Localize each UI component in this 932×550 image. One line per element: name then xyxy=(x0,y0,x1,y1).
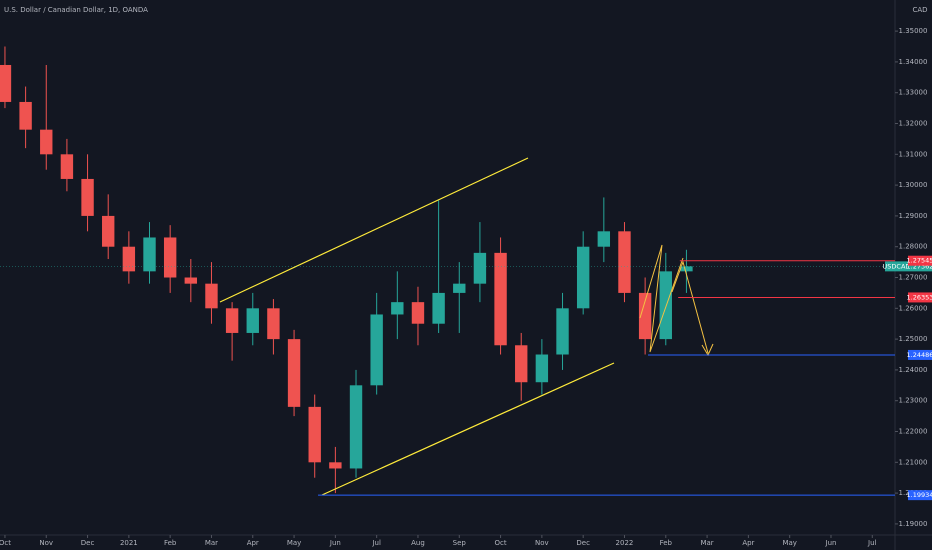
y-tick-label: 1.29000 xyxy=(899,212,928,220)
symbol-badge xyxy=(885,261,908,272)
candle-body xyxy=(453,283,466,293)
candle-body xyxy=(411,302,425,324)
level-label: 1.27545 xyxy=(907,257,932,265)
x-tick-label: Jun xyxy=(329,539,341,547)
x-tick-label: Mar xyxy=(205,539,218,547)
candle-body xyxy=(40,129,53,155)
y-tick-label: 1.33000 xyxy=(899,89,928,97)
x-tick-label: Jul xyxy=(867,539,877,547)
trend-line xyxy=(321,362,615,496)
y-tick-label: 1.32000 xyxy=(899,120,928,128)
x-tick-label: Dec xyxy=(576,539,590,547)
y-tick-label: 1.22000 xyxy=(899,428,928,436)
candle-body xyxy=(184,277,198,284)
y-tick-label: 1.23000 xyxy=(899,397,928,405)
y-tick-label: 1.34000 xyxy=(899,58,928,66)
plot-area xyxy=(0,46,693,494)
symbol-label: USDCAD xyxy=(883,262,911,270)
x-tick-label: Oct xyxy=(0,539,11,547)
y-tick-label: 1.21000 xyxy=(899,458,928,466)
chart-title: U.S. Dollar / Canadian Dollar, 1D, OANDA xyxy=(4,6,148,14)
x-tick-label: Feb xyxy=(164,539,177,547)
level-badge xyxy=(908,255,932,266)
x-tick-label: Jun xyxy=(825,539,837,547)
y-tick-label: 1.28000 xyxy=(899,243,928,251)
x-tick-label: Sep xyxy=(453,539,467,547)
candle-body xyxy=(163,237,177,278)
x-tick-label: May xyxy=(782,539,796,547)
x-tick-label: 2021 xyxy=(120,539,138,547)
x-tick-label: 2022 xyxy=(616,539,634,547)
candle-body xyxy=(143,237,156,272)
currency-label: CAD xyxy=(912,6,927,14)
candle-body xyxy=(287,339,301,407)
level-badge xyxy=(908,490,932,501)
x-tick-label: Dec xyxy=(81,539,95,547)
candle-body xyxy=(349,385,363,469)
candle-body xyxy=(102,215,115,247)
x-tick-label: Jul xyxy=(371,539,381,547)
x-tick-label: May xyxy=(287,539,301,547)
y-tick-label: 1.24000 xyxy=(899,366,928,374)
candle-body xyxy=(473,252,487,284)
candle-body xyxy=(370,314,383,386)
x-tick-label: Mar xyxy=(700,539,713,547)
candle-body xyxy=(81,178,94,216)
level-label: 1.19934 xyxy=(907,491,932,499)
x-tick-label: Aug xyxy=(411,539,425,547)
trend-line xyxy=(219,157,529,303)
x-tick-label: Apr xyxy=(742,539,754,547)
drawings xyxy=(219,157,615,496)
candle-body xyxy=(329,462,342,469)
level-label: 1.26353 xyxy=(907,293,932,301)
candle-body xyxy=(432,292,445,324)
candle-body xyxy=(638,292,652,340)
candle-body xyxy=(680,266,693,272)
x-tick-label: Apr xyxy=(247,539,259,547)
candle-body xyxy=(60,154,74,179)
candle-body xyxy=(515,345,528,383)
x-tick-label: Nov xyxy=(39,539,53,547)
y-tick-label: 1.27000 xyxy=(899,274,928,282)
candle-body xyxy=(494,252,507,346)
x-tick-label: Oct xyxy=(495,539,507,547)
candle-body xyxy=(19,101,32,130)
y-tick-label: 1.25000 xyxy=(899,335,928,343)
candle-body xyxy=(205,283,218,309)
level-badge xyxy=(908,349,932,360)
projection-arrow xyxy=(671,260,709,354)
candle-body xyxy=(267,308,280,340)
candle-body xyxy=(556,308,569,355)
candle-body xyxy=(391,302,404,315)
y-tick-label: 1.30000 xyxy=(899,181,928,189)
candle-body xyxy=(659,271,672,340)
candle-body xyxy=(225,308,239,333)
candle-body xyxy=(618,231,631,293)
x-tick-label: Feb xyxy=(660,539,673,547)
x-tick-label: Nov xyxy=(535,539,549,547)
candle-body xyxy=(576,246,590,309)
y-tick-label: 1.35000 xyxy=(899,27,928,35)
candle-body xyxy=(535,354,549,383)
current-price-label: 1.27362 xyxy=(907,262,932,270)
y-tick-label: 1.19000 xyxy=(899,520,928,528)
y-tick-label: 1.31000 xyxy=(899,150,928,158)
wedge xyxy=(639,244,684,353)
price-badge xyxy=(908,261,932,272)
candle-body xyxy=(122,246,136,272)
candle-body xyxy=(597,231,611,247)
candle-body xyxy=(0,64,12,102)
level-badge xyxy=(908,292,932,303)
y-tick-label: 1.26000 xyxy=(899,304,928,312)
level-label: 1.24486 xyxy=(907,351,932,359)
candle-body xyxy=(246,308,259,333)
candle-body xyxy=(308,406,321,463)
